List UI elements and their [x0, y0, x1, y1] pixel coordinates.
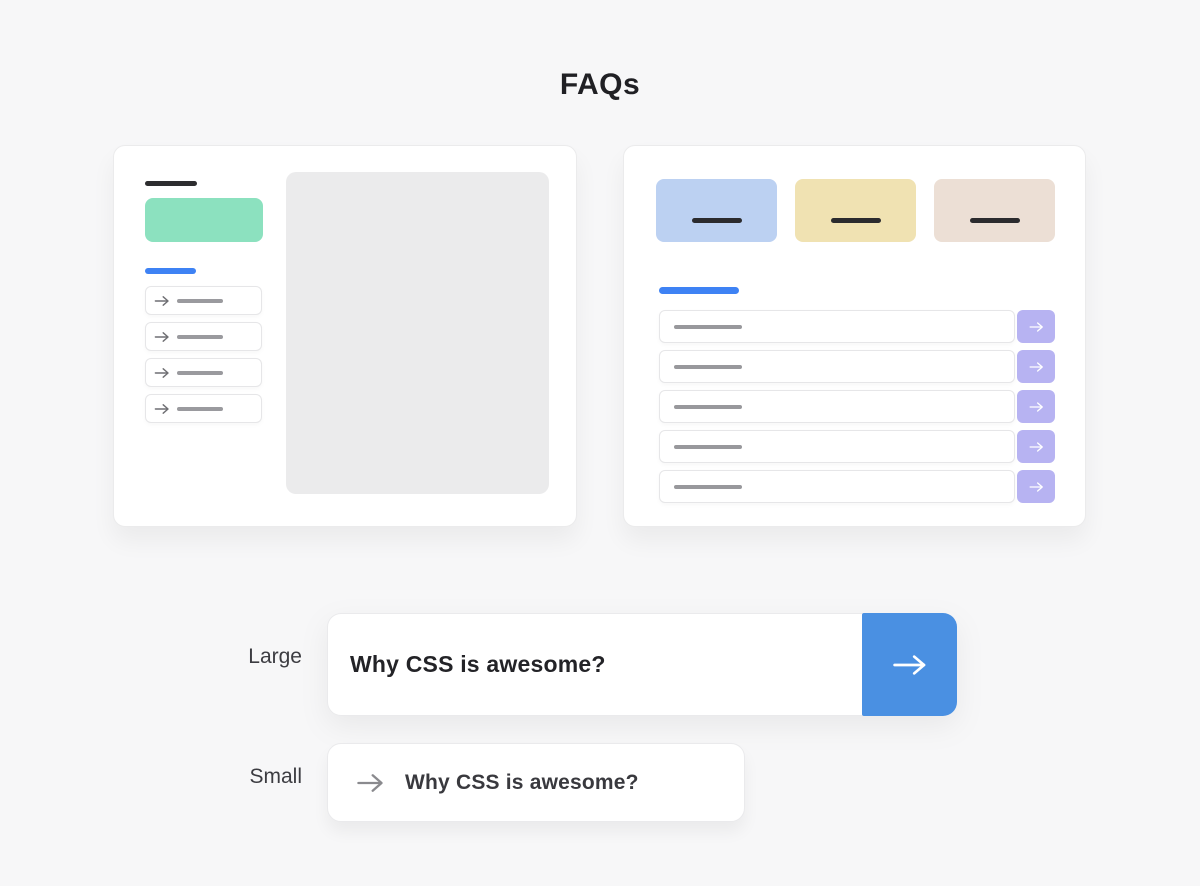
- arrow-right-icon: [154, 403, 170, 415]
- faq-expand-button[interactable]: [1017, 350, 1055, 383]
- faq-mini-item[interactable]: [145, 358, 262, 387]
- arrow-right-icon: [355, 772, 386, 794]
- text-placeholder-line: [177, 334, 223, 339]
- faq-row[interactable]: [659, 430, 1055, 463]
- faq-mini-item[interactable]: [145, 286, 262, 315]
- arrow-right-icon: [1029, 481, 1044, 493]
- text-placeholder-line: [177, 298, 223, 303]
- faq-item-large[interactable]: Why CSS is awesome?: [327, 613, 957, 716]
- small-example-label: Small: [249, 765, 302, 788]
- text-placeholder-line: [177, 370, 223, 375]
- faq-row-question-area[interactable]: [659, 470, 1015, 503]
- text-placeholder-line: [674, 444, 742, 449]
- faq-row-list: [659, 310, 1055, 503]
- content-panel-placeholder: [286, 172, 549, 494]
- accent-line-placeholder: [659, 287, 739, 294]
- faq-mini-item[interactable]: [145, 394, 262, 423]
- faq-expand-button[interactable]: [1017, 310, 1055, 343]
- tab-label-placeholder: [830, 218, 881, 223]
- arrow-right-icon: [154, 295, 170, 307]
- arrow-right-icon: [1029, 321, 1044, 333]
- faq-mini-item[interactable]: [145, 322, 262, 351]
- faq-row-question-area[interactable]: [659, 390, 1015, 423]
- faq-row[interactable]: [659, 310, 1055, 343]
- category-tab[interactable]: [795, 179, 916, 242]
- accent-line-placeholder: [145, 268, 196, 274]
- text-placeholder-line: [674, 324, 742, 329]
- faq-item-small[interactable]: Why CSS is awesome?: [327, 743, 745, 822]
- tab-label-placeholder: [691, 218, 742, 223]
- category-tab[interactable]: [934, 179, 1055, 242]
- arrow-right-icon: [1029, 441, 1044, 453]
- faq-row[interactable]: [659, 350, 1055, 383]
- text-placeholder-line: [674, 404, 742, 409]
- large-example-label: Large: [248, 645, 302, 668]
- arrow-right-icon: [154, 367, 170, 379]
- title-placeholder-line: [145, 181, 197, 186]
- category-tab-row: [656, 179, 1055, 242]
- text-placeholder-line: [177, 406, 223, 411]
- faq-submit-button[interactable]: [862, 613, 957, 716]
- arrow-right-icon: [1029, 401, 1044, 413]
- page-title: FAQs: [559, 68, 641, 101]
- faq-mini-item-list: [145, 286, 262, 423]
- faq-wireframe-card-tabs-layout: [623, 145, 1086, 527]
- highlight-box-placeholder: [145, 198, 263, 242]
- faq-question-text[interactable]: Why CSS is awesome?: [327, 613, 862, 716]
- faq-row[interactable]: [659, 470, 1055, 503]
- arrow-right-icon: [154, 331, 170, 343]
- faq-expand-button[interactable]: [1017, 390, 1055, 423]
- faq-expand-button[interactable]: [1017, 430, 1055, 463]
- faq-expand-button[interactable]: [1017, 470, 1055, 503]
- arrow-right-icon: [891, 651, 929, 679]
- tab-label-placeholder: [969, 218, 1020, 223]
- text-placeholder-line: [674, 364, 742, 369]
- category-tab[interactable]: [656, 179, 777, 242]
- faq-row-question-area[interactable]: [659, 430, 1015, 463]
- faq-question-text: Why CSS is awesome?: [405, 770, 639, 794]
- faq-row-question-area[interactable]: [659, 350, 1015, 383]
- text-placeholder-line: [674, 484, 742, 489]
- faq-row-question-area[interactable]: [659, 310, 1015, 343]
- faq-wireframe-card-sidebar-layout: [113, 145, 577, 527]
- faq-row[interactable]: [659, 390, 1055, 423]
- arrow-right-icon: [1029, 361, 1044, 373]
